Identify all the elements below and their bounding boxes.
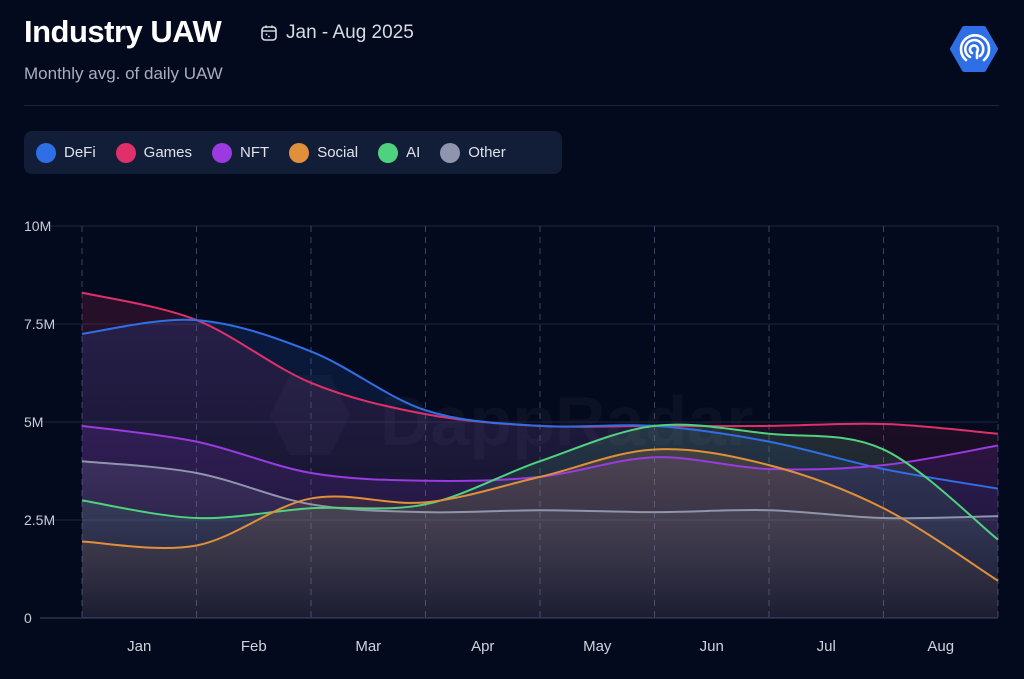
line-social[interactable]	[81, 448, 999, 582]
x-tick-label: Jul	[817, 638, 836, 655]
legend-dot-icon	[440, 142, 461, 163]
legend-item-ai[interactable]: AI	[378, 142, 421, 163]
legend-item-other[interactable]: Other	[440, 142, 506, 163]
divider	[24, 105, 999, 106]
data-point-nft[interactable]	[996, 443, 1001, 448]
x-tick-label: Aug	[927, 638, 954, 655]
dappradar-logo-icon	[950, 26, 998, 72]
data-point-other[interactable]	[423, 510, 428, 515]
data-point-ai[interactable]	[767, 431, 772, 436]
data-point-defi[interactable]	[767, 439, 772, 444]
data-point-social[interactable]	[652, 447, 657, 452]
data-point-ai[interactable]	[996, 537, 1001, 542]
line-other[interactable]	[81, 460, 999, 520]
data-point-other[interactable]	[652, 510, 657, 515]
x-tick-label: Feb	[241, 638, 267, 655]
legend-label: NFT	[240, 144, 270, 161]
line-defi[interactable]	[81, 318, 999, 490]
legend-label: Other	[468, 144, 506, 161]
data-point-nft[interactable]	[194, 439, 199, 444]
data-point-defi[interactable]	[538, 423, 543, 428]
data-point-other[interactable]	[767, 508, 772, 513]
subtitle: Monthly avg. of daily UAW	[24, 64, 223, 83]
legend-label: DeFi	[64, 144, 96, 161]
data-point-ai[interactable]	[652, 423, 657, 428]
legend-item-nft[interactable]: NFT	[212, 142, 270, 163]
data-point-social[interactable]	[881, 506, 886, 511]
data-point-social[interactable]	[423, 500, 428, 505]
data-point-other[interactable]	[80, 459, 85, 464]
page-title: Industry UAW	[24, 14, 222, 49]
x-tick-label: Apr	[471, 638, 494, 655]
date-range[interactable]: Jan - Aug 2025	[260, 22, 414, 44]
legend-dot-icon	[36, 142, 56, 163]
legend-label: Games	[143, 144, 193, 161]
x-tick-label: Mar	[355, 638, 381, 655]
area-social	[82, 449, 998, 618]
data-point-other[interactable]	[881, 516, 886, 521]
chart-legend: DeFi Games NFT Social AI Other	[24, 131, 562, 174]
y-tick-label: 0	[24, 610, 32, 626]
y-tick-label: 7.5M	[24, 316, 55, 332]
calendar-icon	[261, 25, 277, 41]
x-tick-label: Jan	[127, 638, 151, 655]
data-point-games[interactable]	[309, 380, 314, 385]
y-tick-label: 2.5M	[24, 512, 55, 528]
data-point-social[interactable]	[996, 578, 1001, 583]
legend-dot-icon	[115, 142, 136, 163]
x-tick-label: Jun	[700, 638, 724, 655]
date-range-label: Jan - Aug 2025	[286, 22, 414, 43]
data-point-ai[interactable]	[194, 516, 199, 521]
data-point-ai[interactable]	[538, 459, 543, 464]
data-point-defi[interactable]	[996, 486, 1001, 491]
y-tick-label: 10M	[24, 218, 51, 234]
x-tick-label: May	[583, 638, 612, 655]
data-point-defi[interactable]	[423, 408, 428, 413]
line-ai[interactable]	[81, 423, 999, 541]
data-point-games[interactable]	[881, 421, 886, 426]
data-point-games[interactable]	[767, 423, 772, 428]
legend-dot-icon	[289, 142, 310, 163]
legend-dot-icon	[212, 142, 233, 163]
data-point-games[interactable]	[80, 290, 85, 295]
data-point-social[interactable]	[538, 474, 543, 479]
data-point-defi[interactable]	[194, 318, 199, 323]
data-point-ai[interactable]	[309, 506, 314, 511]
data-point-other[interactable]	[996, 514, 1001, 519]
data-point-other[interactable]	[538, 508, 543, 513]
data-point-nft[interactable]	[80, 423, 85, 428]
data-point-nft[interactable]	[423, 478, 428, 483]
legend-label: Social	[317, 144, 359, 161]
data-point-ai[interactable]	[881, 447, 886, 452]
data-point-social[interactable]	[80, 539, 85, 544]
legend-item-social[interactable]: Social	[289, 142, 359, 163]
legend-item-defi[interactable]: DeFi	[36, 142, 96, 163]
data-point-games[interactable]	[996, 431, 1001, 436]
data-point-other[interactable]	[194, 470, 199, 475]
data-point-nft[interactable]	[309, 470, 314, 475]
data-point-nft[interactable]	[881, 463, 886, 468]
data-point-social[interactable]	[767, 463, 772, 468]
data-point-ai[interactable]	[80, 498, 85, 503]
data-point-social[interactable]	[194, 543, 199, 548]
legend-dot-icon	[378, 142, 399, 163]
data-point-defi[interactable]	[80, 331, 85, 336]
legend-item-games[interactable]: Games	[115, 142, 193, 163]
data-point-nft[interactable]	[652, 455, 657, 460]
legend-label: AI	[406, 144, 421, 161]
data-point-defi[interactable]	[309, 349, 314, 354]
y-tick-label: 5M	[24, 414, 43, 430]
data-point-social[interactable]	[309, 496, 314, 501]
